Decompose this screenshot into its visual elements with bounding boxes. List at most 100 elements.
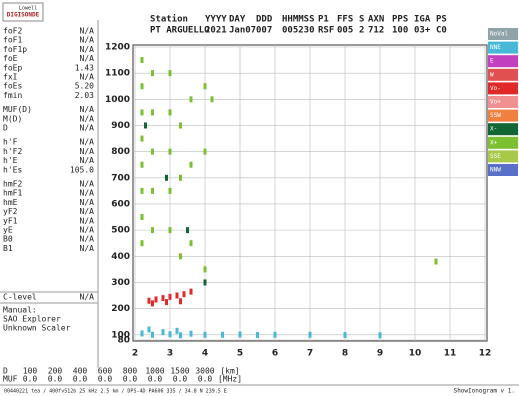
param-value: N/A (80, 105, 95, 114)
param-value: N/A (80, 36, 95, 45)
echo-point (169, 331, 172, 337)
echo-point (151, 227, 154, 233)
x-tick-label: 9 (377, 349, 383, 359)
param-name: yE (3, 226, 13, 235)
echo-point (162, 295, 165, 301)
y-tick-label: 100 (111, 330, 130, 340)
echo-point (141, 83, 144, 89)
echo-point (165, 299, 168, 305)
echo-point (148, 327, 151, 333)
echo-point (204, 279, 207, 285)
x-tick-label: 3 (167, 349, 173, 359)
echo-point (379, 332, 382, 338)
legend-label: Vo- (490, 85, 501, 92)
echo-point (144, 122, 147, 128)
param-name: C-level (3, 293, 37, 302)
y-tick-label: 300 (111, 278, 130, 288)
table-cell: 0.0 (173, 375, 188, 384)
param-name: yF1 (3, 216, 18, 225)
echo-point (274, 332, 277, 338)
echo-point (190, 331, 193, 337)
echo-point (151, 109, 154, 115)
legend-label: SSW (490, 112, 501, 119)
echo-point (204, 83, 207, 89)
param-name: h'Es (3, 165, 22, 174)
table-cell: 0.0 (48, 375, 63, 384)
table-cell: 0.0 (98, 375, 113, 384)
scaler-text: Unknown Scaler (3, 324, 71, 333)
echo-point (190, 289, 193, 295)
param-value: N/A (80, 124, 95, 133)
echo-point (186, 227, 189, 233)
param-name: foF1p (3, 45, 27, 54)
legend-label: NoVal (490, 31, 508, 38)
param-name: h'F (3, 138, 18, 147)
echo-point (221, 332, 224, 338)
table-label: MUF (3, 375, 18, 384)
param-value: N/A (80, 180, 95, 189)
param-value: N/A (80, 293, 95, 302)
param-value: N/A (80, 198, 95, 207)
echo-point (151, 332, 154, 338)
echo-point (169, 109, 172, 115)
y-tick-label: 500 (111, 226, 130, 236)
footer-text: 00440221 tea / 400fv512b 25 kHz 2.5 km /… (4, 389, 227, 395)
legend-label: NNE (490, 44, 501, 51)
header-label: Station (150, 14, 188, 25)
param-value: N/A (80, 207, 95, 216)
x-tick-label: 5 (237, 349, 243, 359)
echo-point (169, 227, 172, 233)
param-value: N/A (80, 147, 95, 156)
echo-point (211, 96, 214, 102)
y-tick-label: 400 (111, 252, 130, 262)
table-cell: 0.0 (23, 375, 38, 384)
param-value: N/A (80, 114, 95, 123)
echo-point (239, 332, 242, 338)
param-name: h'F2 (3, 147, 22, 156)
header-label: S (359, 15, 364, 25)
scaler-text: SAO Explorer (3, 315, 61, 324)
header-value: 03+ (414, 26, 431, 36)
header-value: 007 (256, 26, 272, 36)
echo-point (435, 259, 438, 265)
echo-point (309, 332, 312, 338)
echo-point (141, 188, 144, 194)
echo-point (155, 296, 158, 302)
param-value: N/A (80, 226, 95, 235)
echo-point (344, 332, 347, 338)
param-value: 2.03 (75, 91, 94, 100)
echo-point (169, 294, 172, 300)
echo-point (256, 332, 259, 338)
header-value: PT ARGUELLO (150, 26, 210, 36)
param-name: foF1 (3, 36, 22, 45)
echo-point (179, 175, 182, 181)
x-tick-label: 7 (307, 349, 313, 359)
y-tick-label: 900 (111, 121, 130, 131)
header-value: 2021 (205, 26, 227, 36)
echo-point (169, 188, 172, 194)
echo-point (190, 162, 193, 168)
y-tick-label: 800 (111, 147, 130, 157)
header-label: PS (436, 15, 447, 25)
echo-point (148, 298, 151, 304)
param-name: yF2 (3, 207, 18, 216)
param-value: N/A (80, 73, 95, 82)
echo-point (151, 300, 154, 306)
header-label: HHMMSS (282, 15, 315, 25)
param-value: 5.20 (75, 82, 94, 91)
param-name: MUF(D) (3, 105, 32, 114)
header-label: YYYY (205, 15, 227, 25)
param-value: N/A (80, 27, 95, 36)
table-cell: 0.0 (198, 375, 213, 384)
header-label: PPS (392, 15, 408, 25)
echo-point (162, 329, 165, 335)
y-tick-label: 1000 (105, 95, 130, 105)
param-name: hmE (3, 198, 18, 207)
echo-point (151, 188, 154, 194)
echo-point (141, 240, 144, 246)
legend-label: X+ (490, 139, 498, 146)
table-cell: 0.0 (148, 375, 163, 384)
param-value: N/A (80, 54, 95, 63)
header-value: Jan07 (229, 26, 256, 36)
logo-line: DIGISONDE (7, 12, 40, 19)
